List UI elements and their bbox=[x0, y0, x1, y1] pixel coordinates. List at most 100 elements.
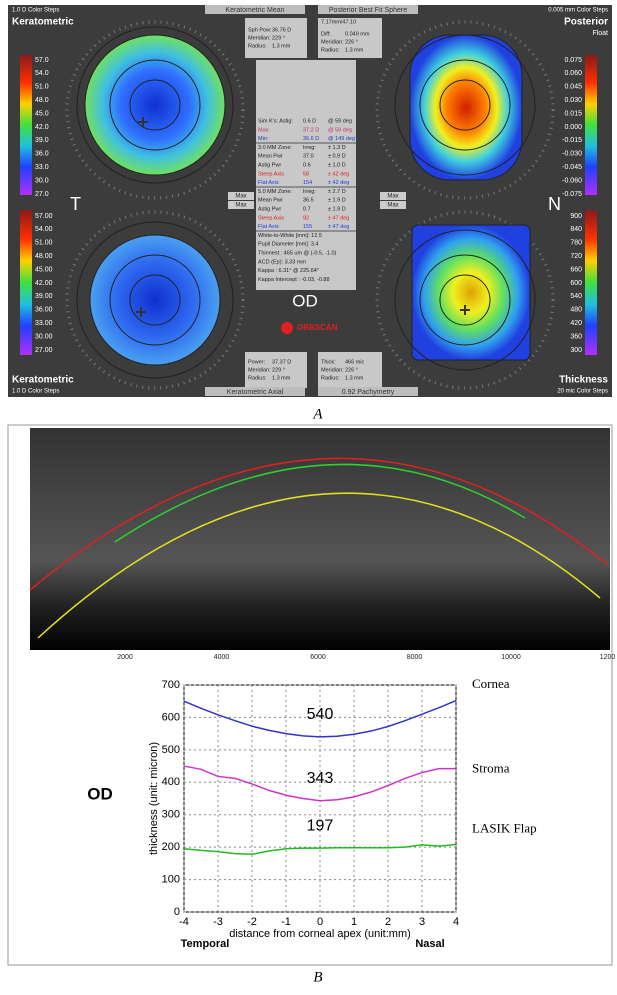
scale-label: 480 bbox=[570, 307, 582, 314]
y-tick-label: 100 bbox=[162, 873, 180, 885]
scale-label: 36.0 bbox=[35, 151, 49, 158]
x-tick-label: -2 bbox=[247, 916, 257, 928]
scale-label: 51.00 bbox=[35, 240, 53, 247]
label: 37.37 D bbox=[272, 359, 291, 365]
label: Irreg: bbox=[303, 189, 316, 195]
label: Astig Pwr bbox=[258, 206, 281, 212]
button-label: Max bbox=[235, 194, 246, 200]
label: 229 ° bbox=[272, 367, 285, 373]
scale-label: -0.060 bbox=[562, 177, 582, 184]
scale-label: 0.075 bbox=[564, 57, 582, 64]
oct-tick: 4000 bbox=[214, 654, 230, 661]
label: Nasal bbox=[415, 938, 444, 950]
label: Sph Pow: bbox=[248, 27, 272, 33]
label: 36.76 D bbox=[272, 27, 291, 33]
label: Radius: bbox=[321, 375, 340, 381]
label: Mean Pwr bbox=[258, 198, 283, 204]
label: Flat Axis bbox=[258, 180, 279, 186]
label: Meridian: bbox=[248, 35, 271, 41]
legend-label: Stroma bbox=[472, 760, 510, 775]
label: @ 59 deg bbox=[328, 118, 352, 124]
label: Keratometric Axial bbox=[227, 389, 284, 396]
label: 37.2 D bbox=[303, 127, 319, 133]
scale-label: -0.015 bbox=[562, 137, 582, 144]
label: OD bbox=[87, 784, 113, 803]
logo-icon bbox=[281, 322, 293, 334]
label: Keratometric bbox=[12, 375, 74, 386]
oct-tick: 6000 bbox=[310, 654, 326, 661]
button-label: Max bbox=[387, 194, 398, 200]
label: 58 bbox=[303, 171, 309, 177]
label: 226 ° bbox=[345, 39, 358, 45]
x-tick-label: 1 bbox=[351, 916, 357, 928]
scale-label: 720 bbox=[570, 253, 582, 260]
scale-label: -0.045 bbox=[562, 164, 582, 171]
label: 1.0 D Color Steps bbox=[12, 389, 59, 395]
scale-label: 39.0 bbox=[35, 137, 49, 144]
x-tick-label: 4 bbox=[453, 916, 459, 928]
label: 5.0 MM Zone: bbox=[258, 189, 292, 195]
figure: 1.0 D Color Steps Keratometric 0.005 mm Co… bbox=[0, 0, 617, 990]
label: Thick: bbox=[321, 359, 336, 365]
label: @ 149 deg bbox=[328, 136, 355, 142]
label: Float bbox=[592, 30, 608, 37]
label: Radius: bbox=[248, 43, 267, 49]
oct-tick: 10000 bbox=[501, 654, 521, 661]
label: 155 bbox=[303, 224, 312, 230]
scale-label: 0.000 bbox=[564, 124, 582, 131]
label: ± 1.3 D bbox=[328, 145, 346, 151]
scale-label: 45.0 bbox=[35, 110, 49, 117]
scale-label: 0.060 bbox=[564, 70, 582, 77]
scale-label: 51.0 bbox=[35, 84, 49, 91]
x-tick-label: 3 bbox=[419, 916, 425, 928]
label: Diff: bbox=[321, 31, 331, 37]
y-tick-label: 700 bbox=[162, 679, 180, 691]
legend-label: LASIK Flap bbox=[472, 820, 537, 835]
label: Posterior Best Fit Sphere bbox=[329, 7, 407, 14]
panel-label: B bbox=[313, 969, 322, 985]
y-tick-label: 600 bbox=[162, 711, 180, 723]
label: ± 0.9 D bbox=[328, 154, 346, 160]
label: ± 1.9 D bbox=[328, 198, 346, 204]
scale-label: 420 bbox=[570, 320, 582, 327]
label: Irreg: bbox=[303, 145, 316, 151]
label: 0.005 mm Color Steps bbox=[548, 8, 608, 14]
scale-label: 42.0 bbox=[35, 124, 49, 131]
label: 0.92 Pachymetry bbox=[342, 389, 395, 396]
scale-label: 39.00 bbox=[35, 293, 53, 300]
button-label: Max bbox=[235, 203, 246, 209]
label: Radius: bbox=[321, 47, 340, 53]
label: ± 47 deg bbox=[328, 215, 349, 221]
button-label: Max bbox=[387, 203, 398, 209]
scale-label: 42.00 bbox=[35, 280, 53, 287]
x-axis-label: distance from corneal apex (unit:mm) bbox=[229, 928, 411, 940]
y-tick-label: 200 bbox=[162, 841, 180, 853]
label: Radius: bbox=[248, 375, 267, 381]
y-tick-label: 300 bbox=[162, 809, 180, 821]
label: Thickness bbox=[559, 375, 608, 386]
y-axis-label: thickness (unit: micron) bbox=[148, 742, 160, 855]
label: 1.3 mm bbox=[272, 375, 291, 381]
legend-label: Cornea bbox=[472, 676, 510, 691]
scale-label: 27.0 bbox=[35, 191, 49, 198]
label: 1.3 mm bbox=[345, 47, 364, 53]
scale-label: 840 bbox=[570, 226, 582, 233]
scale-label: 780 bbox=[570, 240, 582, 247]
oct-image bbox=[30, 428, 610, 650]
label: 229 ° bbox=[272, 35, 285, 41]
scale-label: 0.045 bbox=[564, 84, 582, 91]
annotation: 343 bbox=[307, 770, 334, 787]
scale-label: 33.0 bbox=[35, 164, 49, 171]
scale-label: -0.075 bbox=[562, 191, 582, 198]
label: ORBSCAN bbox=[297, 323, 338, 332]
label: Meridian: bbox=[321, 367, 344, 373]
label: ACD (Ep): 3.33 mm bbox=[258, 259, 306, 265]
label: Keratometric bbox=[12, 17, 74, 28]
label: 1.0 D Color Steps bbox=[12, 8, 59, 14]
scale-label: 540 bbox=[570, 293, 582, 300]
x-tick-label: -4 bbox=[179, 916, 189, 928]
label: 0.6 D bbox=[303, 118, 316, 124]
label: 154 bbox=[303, 180, 312, 186]
scale-label: -0.030 bbox=[562, 151, 582, 158]
scale-label: 33.00 bbox=[35, 320, 53, 327]
